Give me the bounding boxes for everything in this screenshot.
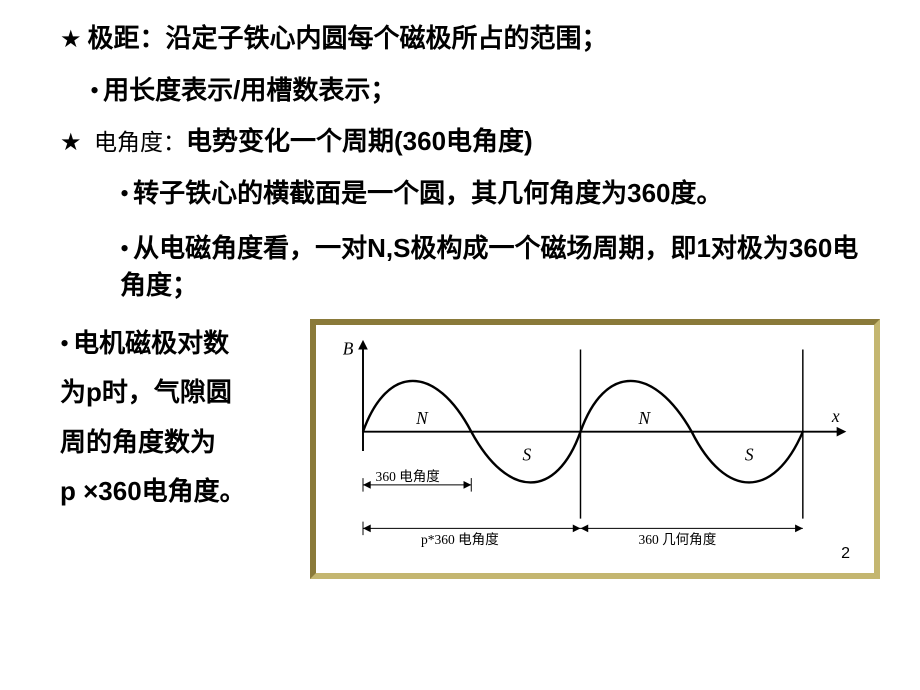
star-icon: ★ <box>60 27 82 53</box>
text-l1: 极距：沿定子铁心内圆每个磁极所占的范围； <box>88 23 608 53</box>
bullet-icon: • <box>60 329 69 358</box>
text-l3a: 电角度： <box>94 130 186 155</box>
x-label: x <box>831 406 840 426</box>
dim1-label: 360 电角度 <box>376 469 440 484</box>
left-t2: 为p时，气隙圆 <box>60 368 300 417</box>
chart-container: B x N S N S <box>310 319 880 579</box>
left-t3: 周的角度数为 <box>60 418 300 467</box>
text-l5: 从电磁角度看，一对N,S极构成一个磁场周期，即1对极为360电角度； <box>120 233 858 300</box>
dim2-label: p*360 电角度 <box>421 532 499 547</box>
line-em-angle: •从电磁角度看，一对N,S极构成一个磁场周期，即1对极为360电角度； <box>60 230 880 305</box>
chart-frame: B x N S N S <box>310 319 880 579</box>
bullet-icon: • <box>120 179 129 208</box>
line-rotor-cross: •转子铁心的横截面是一个圆，其几何角度为360度。 <box>60 175 880 212</box>
dim3-arrow-l-icon <box>581 524 589 532</box>
dim1-arrow-r-icon <box>464 481 472 489</box>
line-polar-distance: ★极距：沿定子铁心内圆每个磁极所占的范围； <box>60 20 880 58</box>
dim3-label: 360 几何角度 <box>639 532 717 547</box>
y-label: B <box>343 338 354 358</box>
x-arrow-icon <box>837 427 847 437</box>
label-S1: S <box>523 444 532 464</box>
dim2-arrow-l-icon <box>363 524 371 532</box>
text-l3b: 电势变化一个周期(360电角度) <box>186 126 533 156</box>
label-S2: S <box>745 444 754 464</box>
label-N2: N <box>638 408 652 428</box>
y-arrow-icon <box>358 340 368 350</box>
left-t4: p ×360电角度。 <box>60 467 300 516</box>
page-number: 2 <box>841 545 850 563</box>
dim3-arrow-r-icon <box>795 524 803 532</box>
text-l2: 用长度表示/用槽数表示； <box>103 75 396 105</box>
dim2-arrow-r-icon <box>573 524 581 532</box>
sine-chart: B x N S N S <box>324 335 866 567</box>
label-N1: N <box>415 408 429 428</box>
left-t1: 电机磁极对数 <box>73 328 229 358</box>
line-electrical-angle: ★ 电角度：电势变化一个周期(360电角度) <box>60 123 880 161</box>
dim1-arrow-l-icon <box>363 481 371 489</box>
line-representation: •用长度表示/用槽数表示； <box>60 72 880 109</box>
left-text-block: •电机磁极对数 为p时，气隙圆 周的角度数为 p ×360电角度。 <box>60 319 300 517</box>
bullet-icon: • <box>90 76 99 105</box>
bullet-icon: • <box>120 234 129 263</box>
text-l4: 转子铁心的横截面是一个圆，其几何角度为360度。 <box>133 178 722 208</box>
bottom-section: •电机磁极对数 为p时，气隙圆 周的角度数为 p ×360电角度。 B x <box>60 319 880 579</box>
star-icon: ★ <box>60 130 82 156</box>
